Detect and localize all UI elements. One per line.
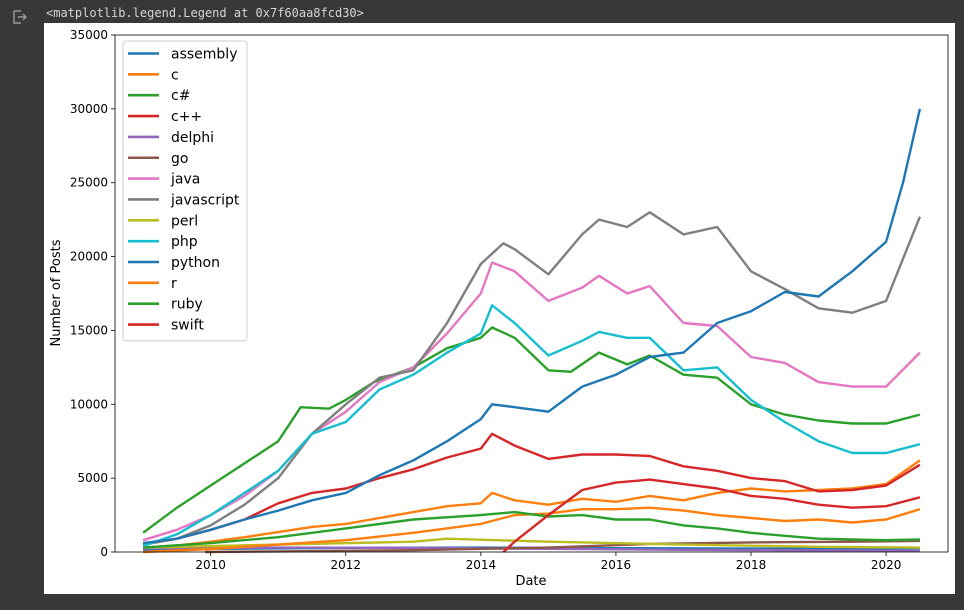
x-tick-label: 2016: [601, 558, 632, 572]
x-tick-label: 2012: [330, 558, 361, 572]
legend-label-c#: c#: [171, 88, 190, 104]
x-tick-label: 2010: [195, 558, 226, 572]
series-line-python: [142, 108, 922, 545]
y-tick-label: 25000: [70, 176, 108, 190]
legend-label-swift: swift: [171, 318, 204, 334]
legend-label-r: r: [171, 276, 177, 292]
legend-label-delphi: delphi: [171, 130, 214, 146]
legend-label-ruby: ruby: [171, 297, 203, 313]
x-axis-ticks: 2010 2012 2014 2016 2018 2020: [195, 552, 901, 572]
series-line-javascript: [142, 211, 922, 546]
x-tick-label: 2018: [736, 558, 767, 572]
legend-label-java: java: [170, 172, 200, 188]
legend-label-perl: perl: [171, 213, 198, 229]
series-line-c#: [142, 326, 921, 534]
y-axis-label: Number of Posts: [49, 239, 64, 346]
series-line-c++: [142, 432, 921, 546]
y-tick-label: 35000: [70, 28, 108, 42]
series-line-java: [142, 261, 921, 542]
series-line-c: [143, 459, 921, 549]
y-tick-label: 15000: [70, 323, 108, 337]
y-tick-label: 5000: [77, 471, 108, 485]
series-line-php: [142, 304, 921, 548]
output-repr-text: <matplotlib.legend.Legend at 0x7f60aa8fc…: [46, 6, 364, 20]
x-axis-label: Date: [515, 574, 546, 589]
series-lines: [142, 108, 922, 554]
legend-label-php: php: [171, 234, 198, 250]
y-tick-label: 30000: [70, 102, 108, 116]
x-tick-label: 2020: [871, 558, 902, 572]
y-tick-label: 10000: [70, 397, 108, 411]
y-tick-label: 20000: [70, 250, 108, 264]
legend-label-c++: c++: [171, 109, 202, 125]
output-arrow-icon: [13, 10, 27, 24]
y-tick-label: 0: [100, 545, 108, 559]
plot-area-frame: [114, 34, 949, 553]
legend-label-c: c: [171, 67, 179, 83]
series-line-swift: [502, 478, 921, 553]
series-line-r: [143, 506, 921, 554]
figure: 2010 2012 2014 2016 2018 2020 0 5000 10000 15000…: [44, 23, 955, 594]
legend-label-python: python: [171, 255, 220, 271]
legend-label-go: go: [171, 151, 188, 167]
x-tick-label: 2014: [466, 558, 497, 572]
series-line-ruby: [143, 510, 920, 549]
legend-label-assembly: assembly: [171, 47, 237, 63]
y-axis-ticks: 0 5000 10000 15000 20000 25000 30000 35000: [70, 28, 115, 559]
line-chart: 2010 2012 2014 2016 2018 2020 0 5000 10000 15000…: [49, 28, 949, 589]
legend-label-javascript: javascript: [170, 192, 240, 208]
legend: assembly c c# c++ delphi go java javascript perl…: [122, 40, 248, 342]
series-line-go: [205, 539, 920, 554]
